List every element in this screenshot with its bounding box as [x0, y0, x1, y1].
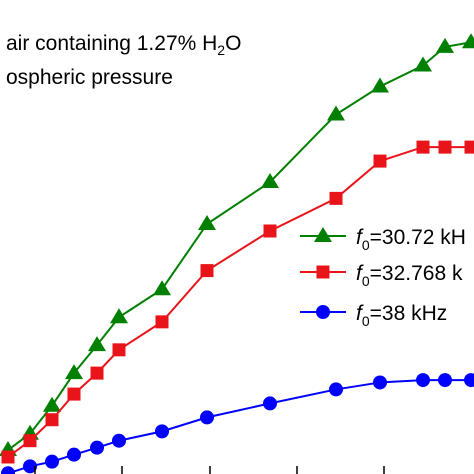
series-3-point: [373, 375, 387, 390]
series-1-point: [436, 37, 454, 53]
series-3-line: [7, 379, 474, 474]
series-3-point: [464, 373, 474, 388]
legend-entry-3: f0=38 kHz: [300, 302, 447, 329]
series-3-point: [90, 440, 104, 455]
series-1-point: [462, 33, 474, 49]
series-2-point: [416, 140, 430, 154]
series-3-point: [263, 396, 277, 411]
series-1-point: [110, 308, 128, 324]
series-1-point: [153, 280, 171, 296]
series-2-point: [112, 343, 126, 357]
series-3-point: [155, 424, 169, 439]
series-1-point: [414, 56, 432, 72]
legend: f0=30.72 kH f0=32.768 k f0=38 kHz: [300, 226, 466, 329]
series-1-point: [327, 105, 345, 121]
series-3-point: [23, 459, 37, 474]
series-2-point: [464, 140, 474, 154]
legend-swatch-marker: [316, 265, 330, 279]
series-2-point: [438, 140, 452, 154]
legend-swatch-marker: [314, 227, 332, 242]
series-2: [1, 140, 474, 464]
series-1: [0, 33, 474, 457]
legend-label: f0=38 kHz: [356, 302, 447, 329]
series-1-point: [43, 396, 61, 412]
series-3-point: [416, 373, 430, 388]
series-3-point: [1, 466, 15, 474]
annotation-line-1: air containing 1.27% H2O: [6, 32, 241, 58]
series-2-point: [45, 413, 59, 427]
series-1-point: [371, 77, 389, 93]
series-2-line: [7, 146, 474, 458]
series-3: [1, 373, 474, 474]
series-1-point: [88, 336, 106, 352]
series-2-point: [373, 154, 387, 168]
series-3-point: [438, 373, 452, 388]
legend-label: f0=32.768 k: [356, 262, 463, 289]
series-layer: [0, 33, 474, 474]
legend-label: f0=30.72 kH: [356, 226, 466, 253]
series-2-point: [23, 434, 37, 448]
legend-entry-1: f0=30.72 kH: [300, 226, 466, 253]
legend-entry-2: f0=32.768 k: [300, 262, 463, 289]
series-2-point: [67, 387, 81, 401]
series-3-point: [112, 433, 126, 448]
series-3-point: [329, 382, 343, 397]
x-axis: [34, 466, 385, 474]
legend-swatch-marker: [316, 305, 330, 319]
series-3-point: [45, 454, 59, 469]
series-2-point: [90, 366, 104, 380]
series-2-point: [1, 450, 15, 464]
series-2-point: [329, 191, 343, 205]
series-3-point: [67, 447, 81, 462]
series-2-point: [263, 224, 277, 238]
annotation-line-2: ospheric pressure: [6, 66, 173, 89]
series-1-point: [198, 215, 216, 230]
series-1-point: [261, 173, 279, 189]
series-1-point: [65, 364, 83, 380]
series-2-point: [200, 264, 214, 278]
series-3-point: [200, 410, 214, 425]
series-1-line: [7, 41, 474, 451]
series-2-point: [155, 315, 169, 329]
